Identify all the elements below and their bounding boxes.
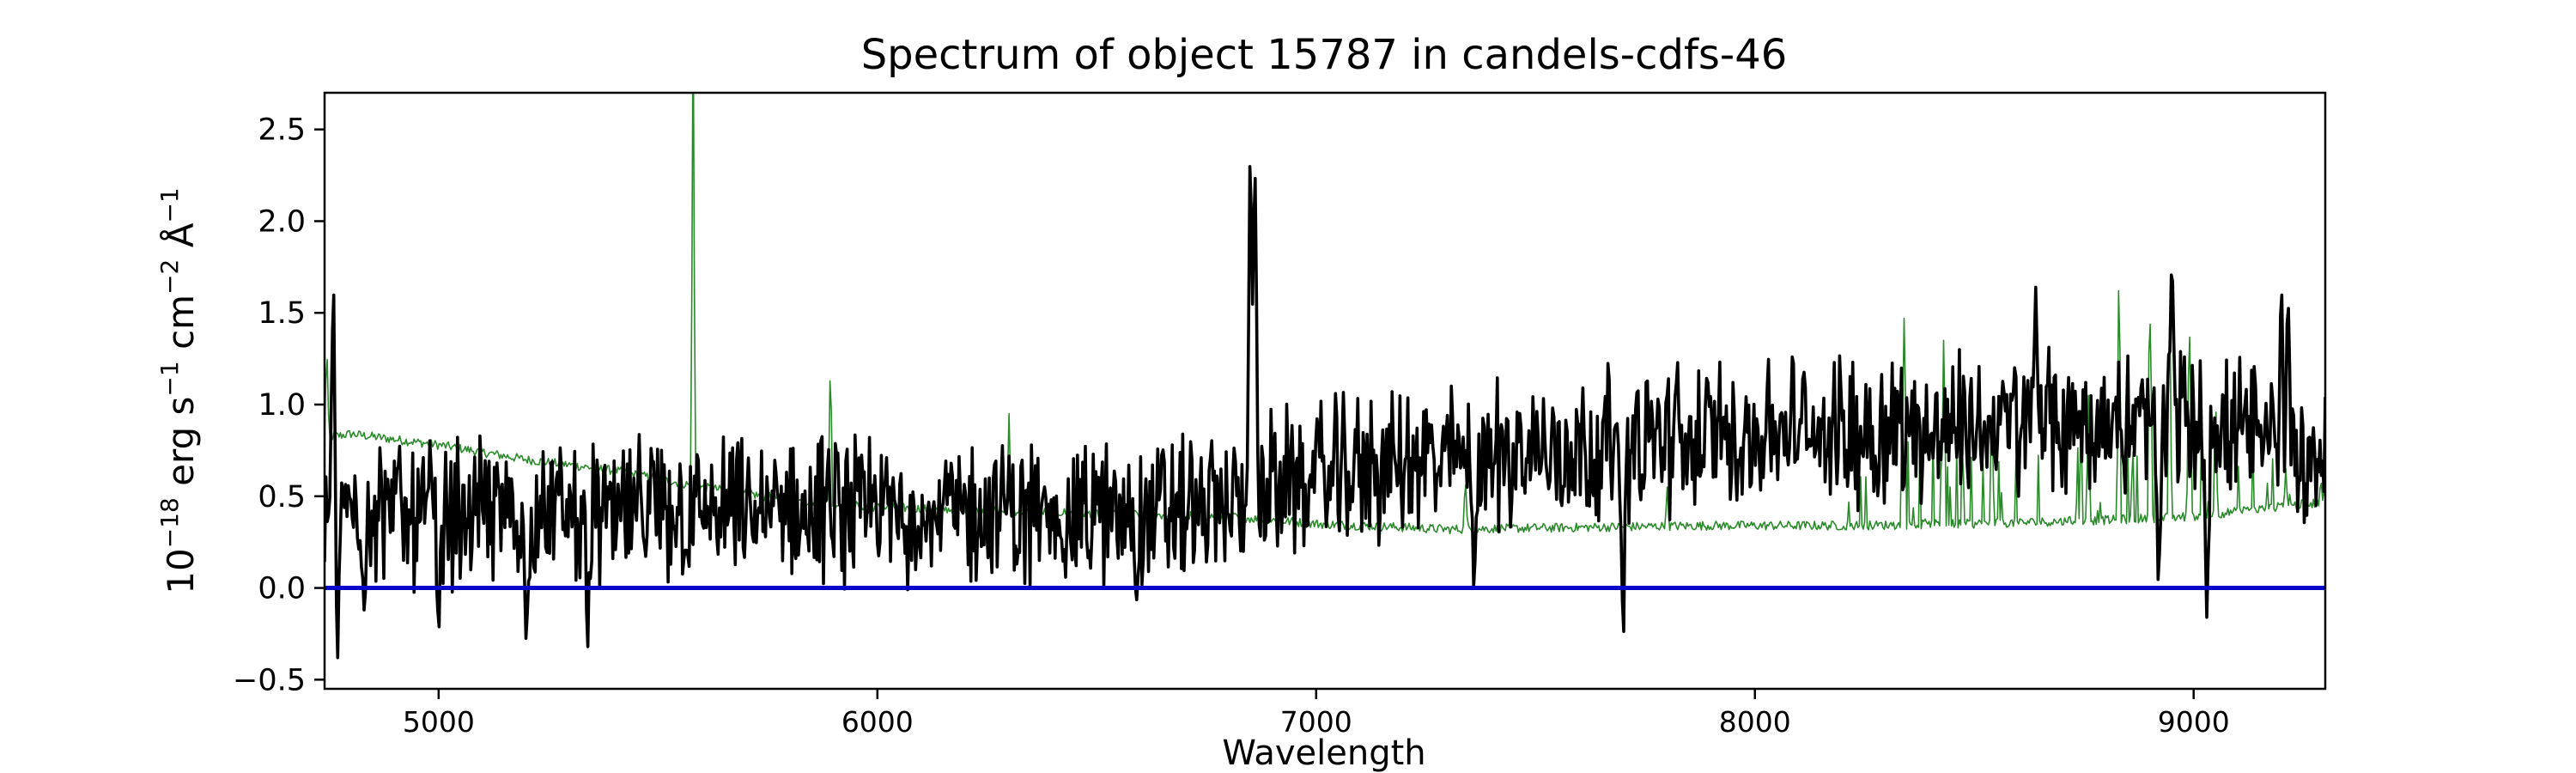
y-tick-label: 1.0 bbox=[258, 388, 306, 423]
x-tick-label: 7000 bbox=[1280, 705, 1352, 739]
x-axis-label: Wavelength bbox=[1222, 733, 1425, 773]
y-tick-label: 0.5 bbox=[258, 480, 306, 514]
y-tick-label: 1.5 bbox=[258, 296, 306, 331]
y-axis-label: 10−18 erg s−1 cm−2 Å−1 bbox=[155, 187, 202, 593]
y-tick-label: −0.5 bbox=[233, 663, 306, 697]
x-tick-label: 5000 bbox=[403, 705, 475, 739]
y-tick-label: 2.5 bbox=[258, 113, 306, 148]
x-tick-label: 8000 bbox=[1719, 705, 1791, 739]
y-tick-label: 0.0 bbox=[258, 572, 306, 606]
y-tick-label: 2.0 bbox=[258, 204, 306, 239]
plot-area bbox=[323, 91, 2327, 691]
x-tick-label: 6000 bbox=[841, 705, 914, 739]
x-tick-label: 9000 bbox=[2158, 705, 2230, 739]
chart-title: Spectrum of object 15787 in candels-cdfs… bbox=[861, 31, 1788, 79]
spectrum-series-line bbox=[325, 165, 2325, 660]
